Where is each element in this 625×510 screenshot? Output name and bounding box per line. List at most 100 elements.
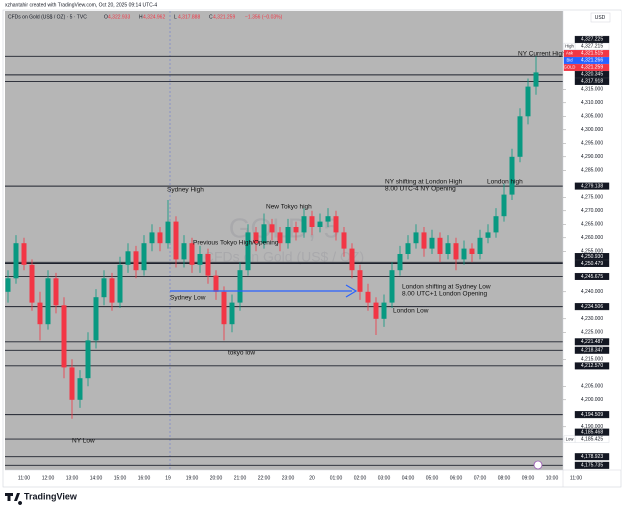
candle-body (157, 232, 163, 244)
price-label-name-box (563, 63, 576, 71)
price-label: 4,321.259 (581, 65, 603, 71)
price-label: 4,212.570 (581, 363, 603, 369)
candle-body (461, 248, 467, 260)
candle-body (333, 216, 339, 233)
candle-body (349, 248, 355, 271)
price-label-name-box (563, 49, 576, 57)
candle-body (229, 302, 235, 325)
price-label: 4,194.509 (581, 412, 603, 418)
candle-body (485, 232, 491, 238)
y-tick-label: 4,230.000 (581, 316, 603, 322)
candle-body (141, 243, 147, 271)
price-label: 4,175.735 (581, 463, 603, 469)
ohlc-key: C (209, 14, 213, 20)
annotation: 8.00 UTC+1 London Opening (402, 291, 487, 298)
ohlc-key: H (139, 14, 143, 20)
candle-body (509, 156, 515, 195)
annotation: tokyo low (228, 350, 255, 357)
price-label-box (574, 77, 610, 85)
x-tick-label: 22:00 (258, 475, 271, 481)
price-label-box (574, 411, 610, 419)
candle-body (117, 264, 123, 303)
watermark-sub: CFDs on Gold (US$ / OZ) (204, 249, 364, 265)
candle-body (69, 367, 75, 400)
price-label-name: High (565, 44, 574, 49)
price-label: 4,250.930 (581, 254, 603, 260)
price-label-box (574, 253, 610, 261)
price-label-name-box (563, 435, 576, 443)
candle-body (437, 237, 443, 254)
credit: xzhantahir created with TradingView.com,… (5, 2, 157, 8)
candle-body (37, 302, 43, 325)
candle-body (125, 251, 131, 265)
price-label: 4,320.345 (581, 72, 603, 78)
candle-body (85, 340, 91, 379)
price-label-box (574, 338, 610, 346)
y-tick-label: 4,310.000 (581, 100, 603, 106)
price-label-box (574, 70, 610, 78)
candle-body (221, 291, 227, 325)
ohlc-value: 4,324.962 (143, 14, 165, 20)
x-tick-label: 07:00 (474, 475, 487, 481)
price-label-name: Ask (566, 51, 574, 56)
candle-body (389, 270, 395, 303)
arrow-head (345, 284, 358, 298)
ohlc-key: L (174, 14, 177, 20)
candle-body (277, 232, 283, 244)
candle-body (285, 227, 291, 244)
x-tick-label: 09:00 (522, 475, 535, 481)
candle-body (53, 278, 59, 306)
candle-body (317, 221, 323, 227)
y-tick-label: 4,270.000 (581, 208, 603, 214)
price-label-box (574, 428, 610, 436)
price-label-box (574, 272, 610, 280)
x-tick-label: 19:00 (186, 475, 199, 481)
y-tick-label: 4,205.000 (581, 384, 603, 390)
x-tick-label: 15:00 (114, 475, 127, 481)
price-axis (565, 11, 621, 470)
price-label-box (574, 346, 610, 354)
annotation: Previous Tokyo High/Opening (193, 240, 279, 247)
y-tick-label: 4,260.000 (581, 235, 603, 241)
candle-body (373, 302, 379, 319)
candle-body (45, 278, 51, 325)
price-label-name: Low (566, 436, 575, 441)
candle-body (173, 221, 179, 260)
candle-body (517, 116, 523, 157)
candle-body (29, 264, 35, 303)
candle-body (293, 227, 299, 233)
y-tick-label: 4,240.000 (581, 289, 603, 295)
ohlc-value: 4,321.259 (213, 14, 235, 20)
candle-body (213, 275, 219, 292)
annotation: Sydney High (167, 187, 204, 194)
price-label: 4,185.468 (581, 429, 603, 435)
y-tick-label: 4,295.000 (581, 141, 603, 147)
currency[interactable]: USD (595, 15, 606, 21)
annotation: New Tokyo high (266, 204, 312, 211)
y-tick-label: 4,315.000 (581, 87, 603, 93)
annotation: NY Current High (518, 51, 566, 58)
price-label: 4,327.225 (581, 37, 603, 43)
event-icon[interactable] (533, 460, 543, 470)
candle-body (189, 243, 195, 265)
symbol: CFDs on Gold (US$ / OZ) · 5 · TVC (8, 14, 87, 20)
annotation: London high (487, 179, 523, 186)
price-label: 4,317.918 (581, 79, 603, 85)
logo: TradingView (5, 491, 78, 505)
candle-body (381, 302, 387, 319)
x-tick-label: 11:00 (570, 475, 582, 481)
x-tick-label: 06:00 (450, 475, 463, 481)
logo-mark (5, 493, 23, 505)
price-label: 4,221.487 (581, 339, 603, 345)
candle-body (181, 243, 187, 260)
candle-body (421, 232, 427, 249)
candle-body (301, 216, 307, 233)
currency-box[interactable] (590, 12, 611, 23)
annotation: NY shifting at London High (385, 179, 463, 186)
candle-body (309, 216, 315, 227)
ohlc-value: 4,317.888 (178, 14, 200, 20)
candle-body (237, 270, 243, 303)
candle-body (501, 194, 507, 217)
plot-area (5, 11, 563, 470)
candle-body (453, 243, 459, 260)
